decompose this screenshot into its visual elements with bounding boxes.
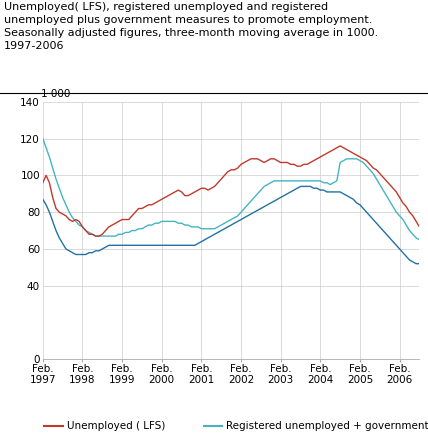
- Text: 1 000: 1 000: [41, 89, 70, 99]
- Text: Unemployed( LFS), registered unemployed and registered
unemployed plus governmen: Unemployed( LFS), registered unemployed …: [4, 2, 378, 51]
- Legend: Unemployed ( LFS), Registered unemployed, Registered unemployed + government mea: Unemployed ( LFS), Registered unemployed…: [44, 421, 428, 433]
